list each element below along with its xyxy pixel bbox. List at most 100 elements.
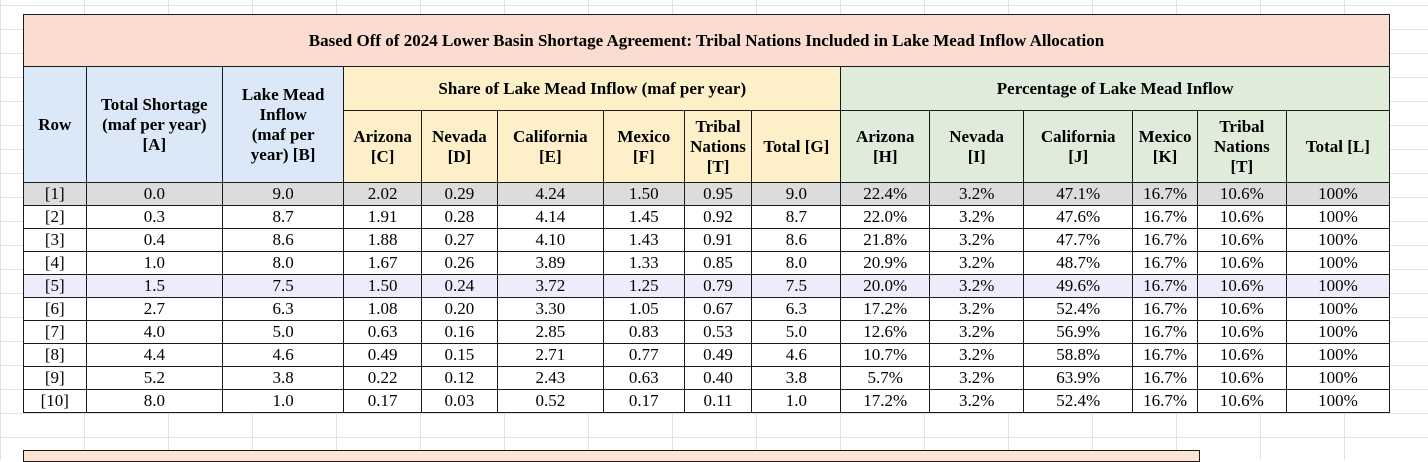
table-cell[interactable]: 1.33: [602, 251, 685, 275]
table-cell[interactable]: 0.17: [343, 389, 423, 413]
row-label-cell[interactable]: [4]: [23, 251, 87, 275]
table-cell[interactable]: 1.43: [602, 228, 685, 252]
row-label-cell[interactable]: [1]: [23, 182, 87, 206]
table-cell[interactable]: 9.0: [222, 182, 345, 206]
table-cell[interactable]: 16.7%: [1132, 182, 1198, 206]
table-cell[interactable]: 3.2%: [929, 366, 1025, 390]
table-cell[interactable]: 16.7%: [1132, 251, 1198, 275]
table-cell[interactable]: 1.08: [343, 297, 423, 321]
header-percent-col[interactable]: Arizona [H]: [840, 110, 931, 183]
header-share-col[interactable]: Total [G]: [751, 110, 842, 183]
row-label-cell[interactable]: [2]: [23, 205, 87, 229]
table-cell[interactable]: 3.2%: [929, 343, 1025, 367]
header-percent-col[interactable]: Total [L]: [1285, 110, 1391, 183]
table-cell[interactable]: 17.2%: [840, 389, 931, 413]
row-label-cell[interactable]: [6]: [23, 297, 87, 321]
table-cell[interactable]: 8.0: [222, 251, 345, 275]
table-cell[interactable]: 0.27: [421, 228, 498, 252]
table-cell[interactable]: 4.6: [222, 343, 345, 367]
table-cell[interactable]: 100%: [1285, 251, 1391, 275]
table-cell[interactable]: 100%: [1285, 320, 1391, 344]
table-cell[interactable]: 0.63: [602, 366, 685, 390]
table-cell[interactable]: 20.0%: [840, 274, 931, 298]
header-share-col[interactable]: California [E]: [496, 110, 604, 183]
table-cell[interactable]: 10.7%: [840, 343, 931, 367]
table-cell[interactable]: 47.1%: [1023, 182, 1134, 206]
table-cell[interactable]: 1.50: [343, 274, 423, 298]
table-cell[interactable]: 100%: [1285, 228, 1391, 252]
table-cell[interactable]: 8.7: [222, 205, 345, 229]
table-cell[interactable]: 10.6%: [1196, 297, 1287, 321]
table-cell[interactable]: 1.0: [751, 389, 842, 413]
table-cell[interactable]: 8.6: [751, 228, 842, 252]
table-cell[interactable]: 0.52: [496, 389, 604, 413]
header-lake-mead-inflow[interactable]: Lake Mead Inflow (maf per year) [B]: [222, 66, 345, 183]
table-cell[interactable]: 3.30: [496, 297, 604, 321]
table-cell[interactable]: 0.15: [421, 343, 498, 367]
header-share-col[interactable]: Nevada [D]: [421, 110, 498, 183]
table-cell[interactable]: 49.6%: [1023, 274, 1134, 298]
table-cell[interactable]: 3.2%: [929, 274, 1025, 298]
table-cell[interactable]: 1.25: [602, 274, 685, 298]
table-cell[interactable]: 3.8: [222, 366, 345, 390]
table-cell[interactable]: 1.88: [343, 228, 423, 252]
table-cell[interactable]: 0.49: [343, 343, 423, 367]
table-cell[interactable]: 100%: [1285, 182, 1391, 206]
header-percent-col[interactable]: Nevada [I]: [929, 110, 1025, 183]
table-cell[interactable]: 52.4%: [1023, 389, 1134, 413]
table-cell[interactable]: 0.24: [421, 274, 498, 298]
table-cell[interactable]: 21.8%: [840, 228, 931, 252]
table-cell[interactable]: 4.6: [751, 343, 842, 367]
header-share-col[interactable]: Mexico [F]: [602, 110, 685, 183]
row-label-cell[interactable]: [9]: [23, 366, 87, 390]
table-cell[interactable]: 63.9%: [1023, 366, 1134, 390]
table-cell[interactable]: 17.2%: [840, 297, 931, 321]
table-cell[interactable]: 0.67: [683, 297, 753, 321]
table-cell[interactable]: 0.28: [421, 205, 498, 229]
table-cell[interactable]: 10.6%: [1196, 320, 1287, 344]
table-cell[interactable]: 8.0: [751, 251, 842, 275]
table-cell[interactable]: 48.7%: [1023, 251, 1134, 275]
table-cell[interactable]: 3.72: [496, 274, 604, 298]
table-cell[interactable]: 3.2%: [929, 228, 1025, 252]
header-share-group[interactable]: Share of Lake Mead Inflow (maf per year): [343, 66, 842, 111]
row-label-cell[interactable]: [7]: [23, 320, 87, 344]
table-cell[interactable]: 0.40: [683, 366, 753, 390]
table-cell[interactable]: 16.7%: [1132, 274, 1198, 298]
table-cell[interactable]: 8.7: [751, 205, 842, 229]
table-cell[interactable]: 47.7%: [1023, 228, 1134, 252]
table-cell[interactable]: 16.7%: [1132, 320, 1198, 344]
table-cell[interactable]: 3.89: [496, 251, 604, 275]
table-cell[interactable]: 1.05: [602, 297, 685, 321]
table-cell[interactable]: 0.17: [602, 389, 685, 413]
table-cell[interactable]: 47.6%: [1023, 205, 1134, 229]
table-cell[interactable]: 0.11: [683, 389, 753, 413]
header-percent-group[interactable]: Percentage of Lake Mead Inflow: [840, 66, 1390, 111]
table-cell[interactable]: 4.0: [85, 320, 224, 344]
table-cell[interactable]: 8.0: [85, 389, 224, 413]
table-cell[interactable]: 0.95: [683, 182, 753, 206]
table-cell[interactable]: 5.7%: [840, 366, 931, 390]
table-cell[interactable]: 10.6%: [1196, 389, 1287, 413]
table-cell[interactable]: 2.85: [496, 320, 604, 344]
header-share-col[interactable]: Arizona [C]: [343, 110, 423, 183]
table-cell[interactable]: 6.3: [222, 297, 345, 321]
table-cell[interactable]: 0.49: [683, 343, 753, 367]
table-cell[interactable]: 22.4%: [840, 182, 931, 206]
table-cell[interactable]: 7.5: [222, 274, 345, 298]
table-cell[interactable]: 2.02: [343, 182, 423, 206]
header-percent-col[interactable]: California [J]: [1023, 110, 1134, 183]
table-title[interactable]: Based Off of 2024 Lower Basin Shortage A…: [23, 14, 1390, 67]
table-cell[interactable]: 4.10: [496, 228, 604, 252]
table-cell[interactable]: 100%: [1285, 366, 1391, 390]
table-cell[interactable]: 9.0: [751, 182, 842, 206]
table-cell[interactable]: 2.7: [85, 297, 224, 321]
table-cell[interactable]: 1.91: [343, 205, 423, 229]
table-cell[interactable]: 52.4%: [1023, 297, 1134, 321]
table-cell[interactable]: 22.0%: [840, 205, 931, 229]
table-cell[interactable]: 1.50: [602, 182, 685, 206]
table-cell[interactable]: 5.0: [222, 320, 345, 344]
table-cell[interactable]: 0.29: [421, 182, 498, 206]
table-cell[interactable]: 16.7%: [1132, 297, 1198, 321]
table-cell[interactable]: 6.3: [751, 297, 842, 321]
